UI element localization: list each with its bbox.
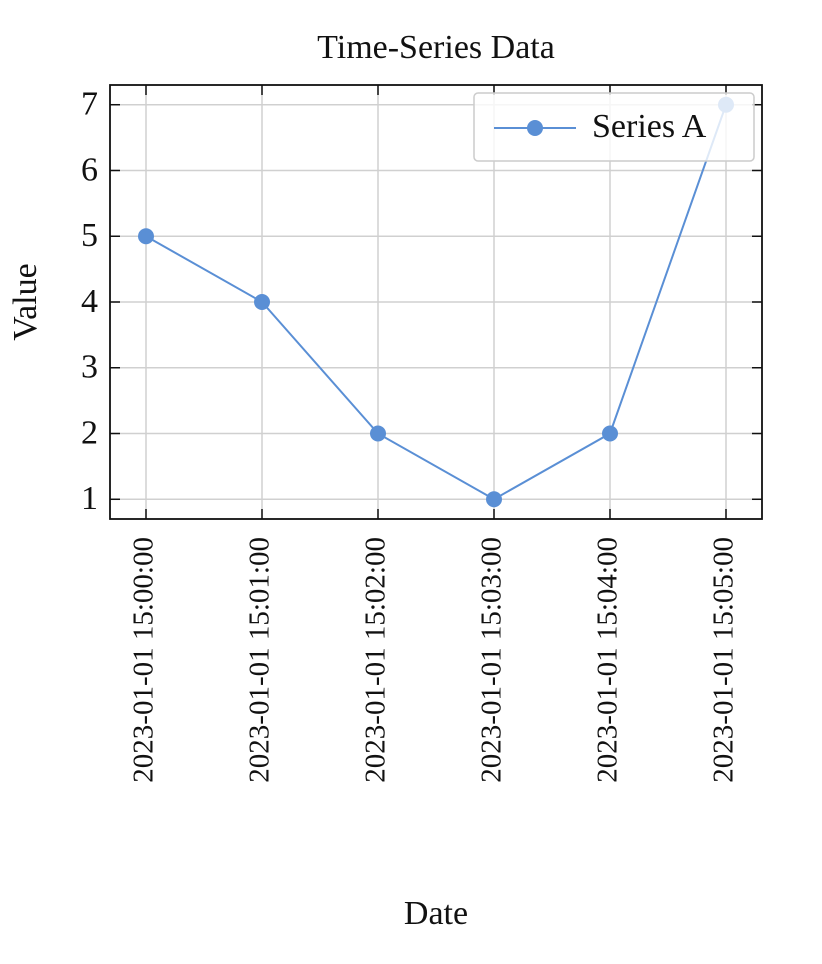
y-tick-label: 2 [81, 414, 98, 451]
data-point [138, 228, 154, 245]
data-point [370, 425, 386, 442]
y-axis-label: Value [7, 263, 44, 340]
chart-title: Time-Series Data [317, 29, 555, 66]
x-tick-label: 2023-01-01 15:03:00 [476, 537, 508, 783]
series-line [145, 104, 727, 501]
legend: Series A [473, 92, 755, 162]
x-tick-label: 2023-01-01 15:00:00 [128, 537, 160, 783]
y-tick-label: 7 [81, 86, 98, 123]
legend-marker [527, 120, 543, 136]
x-axis-label: Date [404, 895, 468, 932]
x-tick-label: 2023-01-01 15:05:00 [708, 537, 740, 783]
plot-frame [109, 84, 763, 520]
data-point [602, 425, 618, 442]
y-tick-label: 3 [81, 349, 98, 386]
y-tick-label: 6 [81, 151, 98, 188]
legend-frame [473, 92, 755, 162]
y-tick-label: 1 [81, 480, 98, 517]
x-tick-label: 2023-01-01 15:04:00 [592, 537, 624, 783]
x-tick-label: 2023-01-01 15:02:00 [360, 537, 392, 783]
data-point [254, 294, 270, 310]
x-tick-label: 2023-01-01 15:01:00 [244, 537, 276, 783]
y-tick-label: 5 [81, 217, 98, 254]
legend-label: Series A [592, 108, 707, 145]
y-tick-label: 4 [81, 283, 98, 320]
data-point [486, 491, 502, 508]
